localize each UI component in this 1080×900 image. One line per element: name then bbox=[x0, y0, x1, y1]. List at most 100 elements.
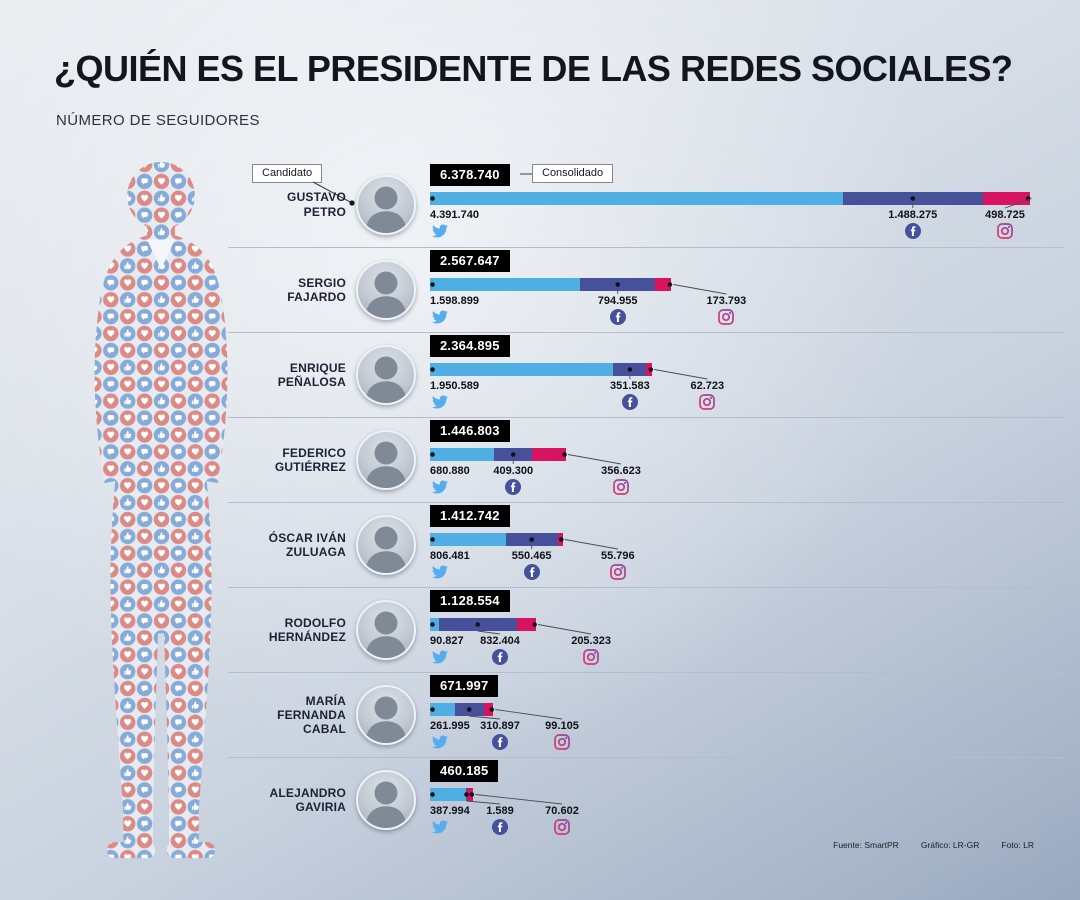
facebook-icon bbox=[621, 394, 638, 410]
instagram-icon bbox=[554, 734, 570, 750]
consolidated-total: 6.378.740 bbox=[430, 164, 510, 186]
credit-photo: Foto: LR bbox=[1001, 840, 1034, 850]
instagram-bar-segment bbox=[466, 788, 474, 801]
bar-leader-lines bbox=[430, 792, 563, 805]
instagram-bar-segment bbox=[516, 618, 537, 631]
twitter-count: 261.995 bbox=[430, 720, 470, 732]
candidate-name: ALEJANDRO GAVIRIA bbox=[269, 785, 346, 814]
candidate-row: ENRIQUE PEÑALOSA 2.364.895 1.950. bbox=[228, 332, 1064, 417]
facebook-bar-segment bbox=[505, 533, 558, 546]
instagram-bar-segment bbox=[646, 363, 653, 376]
consolidated-total: 2.567.647 bbox=[430, 250, 510, 272]
social-icons-man-figure bbox=[94, 161, 228, 859]
page-title: ¿QUIÉN ES EL PRESIDENTE DE LAS REDES SOC… bbox=[54, 48, 1013, 89]
facebook-bar-segment bbox=[613, 363, 647, 376]
instagram-bar-segment bbox=[982, 192, 1030, 205]
candidate-row: SERGIO FAJARDO 2.567.647 1.598.89 bbox=[228, 247, 1064, 332]
candidate-photo bbox=[356, 600, 416, 660]
candidate-row: FEDERICO GUTIÉRREZ 1.446.803 680. bbox=[228, 417, 1064, 502]
bar-zone: 2.567.647 1.598.899 794.955 173.793 bbox=[430, 248, 1066, 332]
bar-zone: 6.378.740 4.391.740 1.488.275 498.725 bbox=[430, 162, 1066, 247]
twitter-count: 680.880 bbox=[430, 465, 470, 477]
candidate-photo bbox=[356, 345, 416, 405]
twitter-bar-segment bbox=[430, 192, 843, 205]
stacked-bar bbox=[430, 788, 474, 801]
bar-leader-lines bbox=[430, 707, 563, 720]
candidate-photo bbox=[356, 174, 416, 235]
twitter-icon bbox=[432, 394, 448, 410]
consolidado-callout: Consolidado bbox=[532, 164, 614, 183]
facebook-count: 832.404 bbox=[480, 635, 520, 647]
twitter-icon bbox=[432, 309, 448, 325]
stacked-bar bbox=[430, 618, 537, 631]
candidate-row: GUSTAVO PETRO 6.378.740 4.391.740 bbox=[228, 162, 1064, 247]
twitter-bar-segment bbox=[430, 278, 581, 291]
facebook-count: 550.465 bbox=[511, 550, 552, 562]
candidate-photo bbox=[356, 685, 416, 745]
consolidated-total: 1.412.742 bbox=[430, 505, 510, 527]
facebook-bar-segment bbox=[438, 618, 517, 631]
candidate-name: ENRIQUE PEÑALOSA bbox=[277, 360, 346, 389]
twitter-icon bbox=[432, 479, 448, 495]
facebook-count: 1.488.275 bbox=[888, 209, 938, 221]
twitter-icon bbox=[432, 564, 448, 580]
bar-zone: 460.185 387.994 1.589 70.602 bbox=[430, 758, 1066, 842]
followers-chart: GUSTAVO PETRO 6.378.740 4.391.740 bbox=[228, 162, 1064, 842]
facebook-icon bbox=[609, 309, 626, 325]
consolidated-total: 671.997 bbox=[430, 675, 499, 697]
stacked-bar bbox=[430, 192, 1030, 205]
instagram-icon bbox=[718, 309, 735, 325]
person-bust-icon bbox=[365, 186, 407, 233]
person-bust-icon bbox=[365, 611, 407, 658]
twitter-count: 1.598.899 bbox=[430, 295, 479, 307]
facebook-count: 310.897 bbox=[480, 720, 520, 732]
stacked-bar bbox=[430, 703, 494, 716]
consolidated-total: 2.364.895 bbox=[430, 335, 510, 357]
twitter-count: 806.481 bbox=[430, 550, 470, 562]
consolidated-total: 1.446.803 bbox=[430, 420, 510, 442]
twitter-bar-segment bbox=[430, 703, 455, 716]
candidate-photo bbox=[356, 430, 416, 490]
instagram-count: 55.796 bbox=[600, 550, 635, 562]
stacked-bar bbox=[430, 448, 566, 461]
instagram-bar-segment bbox=[557, 533, 563, 546]
bar-zone: 2.364.895 1.950.589 351.583 62.723 bbox=[430, 333, 1066, 417]
candidate-name: SERGIO FAJARDO bbox=[287, 275, 346, 304]
person-bust-icon bbox=[365, 696, 407, 743]
instagram-count: 205.323 bbox=[571, 635, 611, 647]
candidate-row: ÓSCAR IVÁN ZULUAGA 1.412.742 806. bbox=[228, 502, 1064, 587]
instagram-bar-segment bbox=[655, 278, 672, 291]
facebook-icon bbox=[505, 479, 522, 495]
candidate-row: RODOLFO HERNÁNDEZ 1.128.554 90.82 bbox=[228, 587, 1064, 672]
facebook-count: 409.300 bbox=[493, 465, 534, 477]
twitter-icon bbox=[432, 649, 448, 665]
bar-zone: 1.412.742 806.481 550.465 55.796 bbox=[430, 503, 1066, 587]
candidate-photo bbox=[356, 515, 416, 575]
facebook-icon bbox=[904, 223, 921, 239]
person-bust-icon bbox=[365, 526, 407, 573]
instagram-count: 70.602 bbox=[545, 805, 579, 817]
instagram-icon bbox=[613, 479, 629, 495]
twitter-icon bbox=[432, 223, 448, 239]
instagram-icon bbox=[554, 819, 570, 835]
instagram-count: 356.623 bbox=[601, 465, 641, 477]
instagram-icon bbox=[997, 223, 1013, 239]
facebook-icon bbox=[492, 649, 508, 665]
facebook-icon bbox=[492, 819, 508, 835]
candidate-name: FEDERICO GUTIÉRREZ bbox=[274, 445, 346, 474]
twitter-bar-segment bbox=[430, 363, 614, 376]
person-bust-icon bbox=[365, 781, 407, 828]
facebook-bar-segment bbox=[454, 703, 484, 716]
twitter-bar-segment bbox=[430, 448, 494, 461]
credit-source: Fuente: SmartPR bbox=[833, 840, 899, 850]
instagram-bar-segment bbox=[483, 703, 494, 716]
twitter-bar-segment bbox=[430, 788, 467, 801]
instagram-bar-segment bbox=[532, 448, 566, 461]
instagram-count: 99.105 bbox=[545, 720, 579, 732]
credit-graphic: Gráfico: LR-GR bbox=[920, 840, 980, 850]
bar-zone: 1.446.803 680.880 409.300 356.623 bbox=[430, 418, 1066, 502]
page-subtitle: NÚMERO DE SEGUIDORES bbox=[56, 112, 260, 129]
instagram-count: 62.723 bbox=[690, 380, 725, 392]
instagram-count: 173.793 bbox=[706, 295, 747, 307]
